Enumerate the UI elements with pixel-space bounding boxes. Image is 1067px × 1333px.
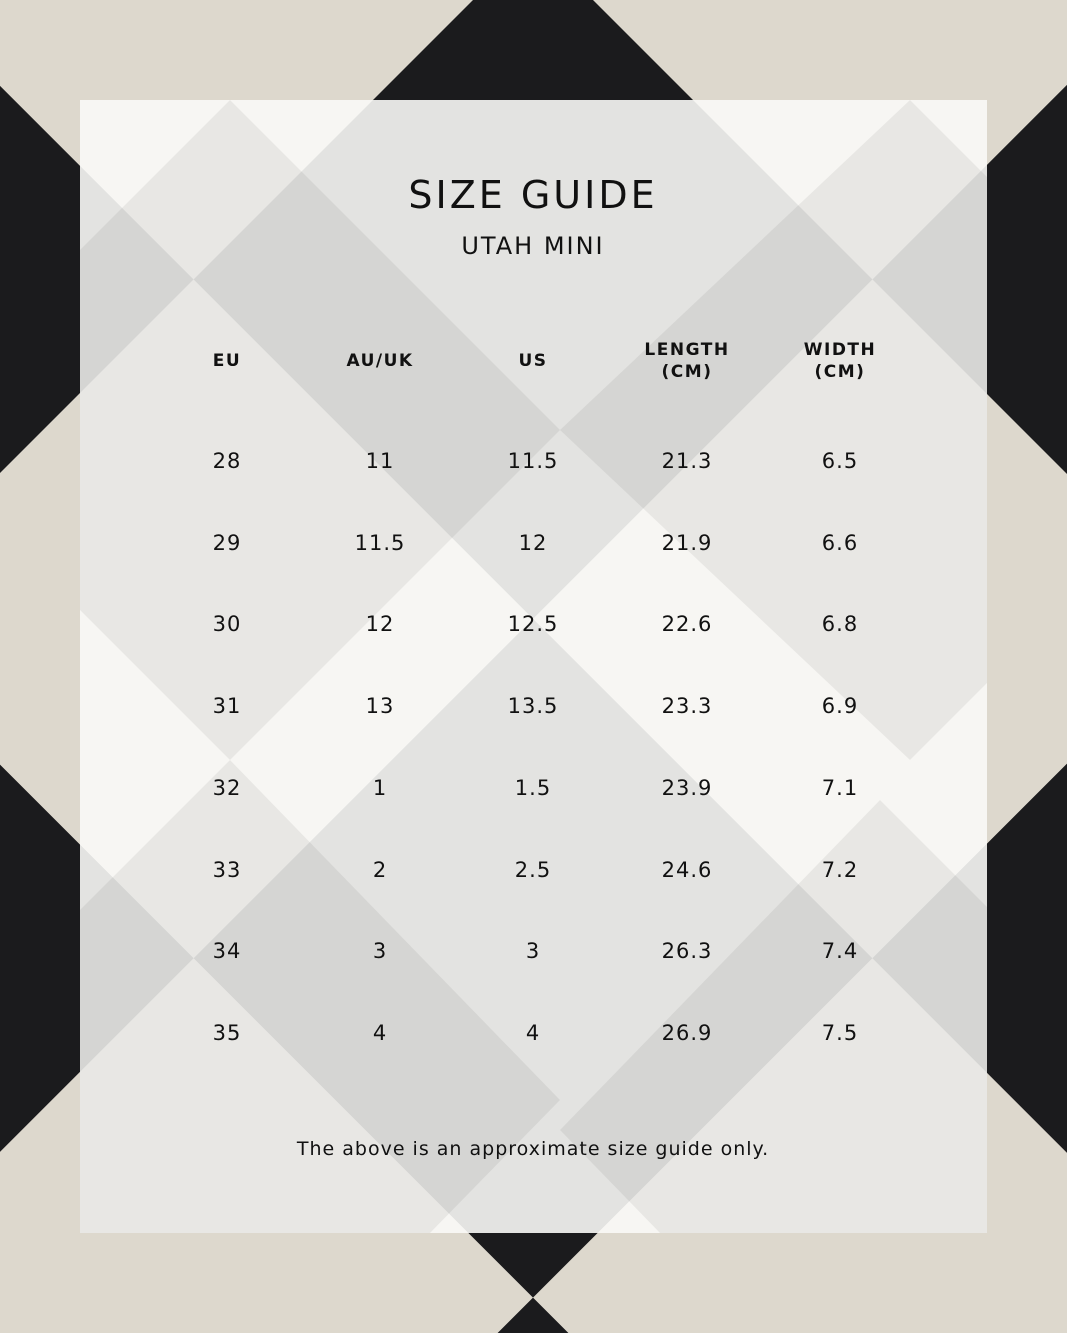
column-header: US [518,350,547,372]
column-header-line: (CM) [814,362,866,382]
column-header-line: AU/UK [346,351,414,371]
table-cell: 6.8 [821,612,859,637]
table-cell: 34 [212,939,242,964]
table-cell: 28 [212,449,242,473]
table-cell: 30 [212,612,242,637]
table-cell: 31 [212,694,242,719]
table-cell: 35 [212,1020,242,1045]
table-cell: 21.3 [661,449,713,473]
table-cell: 7.1 [821,775,859,800]
product-name: UTAH MINI [461,232,605,260]
table-cell: 11.5 [507,449,559,473]
column-header: AU/UK [346,350,413,372]
column-header-line: US [518,351,548,371]
column-header: EU [213,350,241,372]
table-cell: 3 [372,939,388,964]
column-header-line: LENGTH [644,340,730,360]
table-cell: 3 [525,939,541,964]
table-cell: 33 [212,857,242,882]
column-header: LENGTH (CM) [644,339,729,383]
table-cell: 7.5 [821,1020,859,1045]
table-cell: 2 [372,857,388,882]
table-cell: 26.9 [661,1020,713,1045]
table-cell: 11 [365,449,395,473]
table-cell: 6.9 [821,694,859,719]
table-cell: 13.5 [507,694,559,719]
table-cell: 2.5 [514,857,552,882]
column-header-line: EU [212,351,242,371]
diamond-pattern [80,100,987,1233]
table-cell: 12 [365,612,395,637]
table-cell: 24.6 [661,857,713,882]
table-cell: 26.3 [661,939,713,964]
size-guide-panel: SIZE GUIDE UTAH MINI EU AU/UK US LENGTH (CM)… [80,100,987,1233]
table-cell: 21.9 [661,530,713,555]
table-cell: 7.2 [821,857,859,882]
table-cell: 32 [212,775,242,800]
table-cell: 1 [372,775,388,800]
table-cell: 7.4 [821,939,859,964]
column-header-line: (CM) [661,362,713,382]
table-cell: 1.5 [514,775,552,800]
table-cell: 13 [365,694,395,719]
column-header: WIDTH (CM) [804,339,877,383]
footnote: The above is an approximate size guide o… [296,1138,770,1160]
table-cell: 4 [525,1020,541,1045]
table-cell: 11.5 [354,530,406,555]
table-cell: 12 [518,530,548,555]
table-cell: 22.6 [661,612,713,637]
table-cell: 12.5 [507,612,559,637]
table-cell: 6.6 [821,530,859,555]
table-cell: 4 [372,1020,388,1045]
table-cell: 6.5 [821,449,859,473]
table-cell: 23.9 [661,775,713,800]
table-cell: 29 [212,530,242,555]
table-cell: 23.3 [661,694,713,719]
column-header-line: WIDTH [803,340,877,360]
page-title: SIZE GUIDE [408,173,658,217]
